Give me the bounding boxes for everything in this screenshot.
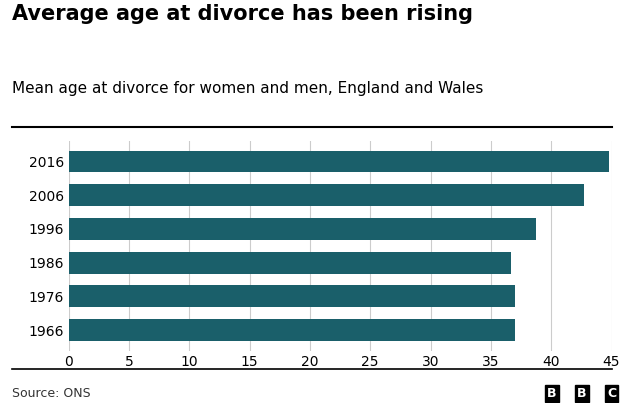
Bar [69,319,515,341]
Text: B: B [577,387,587,400]
Bar [69,151,609,172]
Text: C: C [607,387,616,400]
Text: B: B [547,387,557,400]
Text: Average age at divorce has been rising: Average age at divorce has been rising [12,4,474,24]
Bar [69,184,584,206]
Text: Source: ONS: Source: ONS [12,387,91,400]
Text: Mean age at divorce for women and men, England and Wales: Mean age at divorce for women and men, E… [12,81,484,96]
Bar [69,252,512,274]
Bar [69,218,535,240]
Bar [69,285,515,307]
